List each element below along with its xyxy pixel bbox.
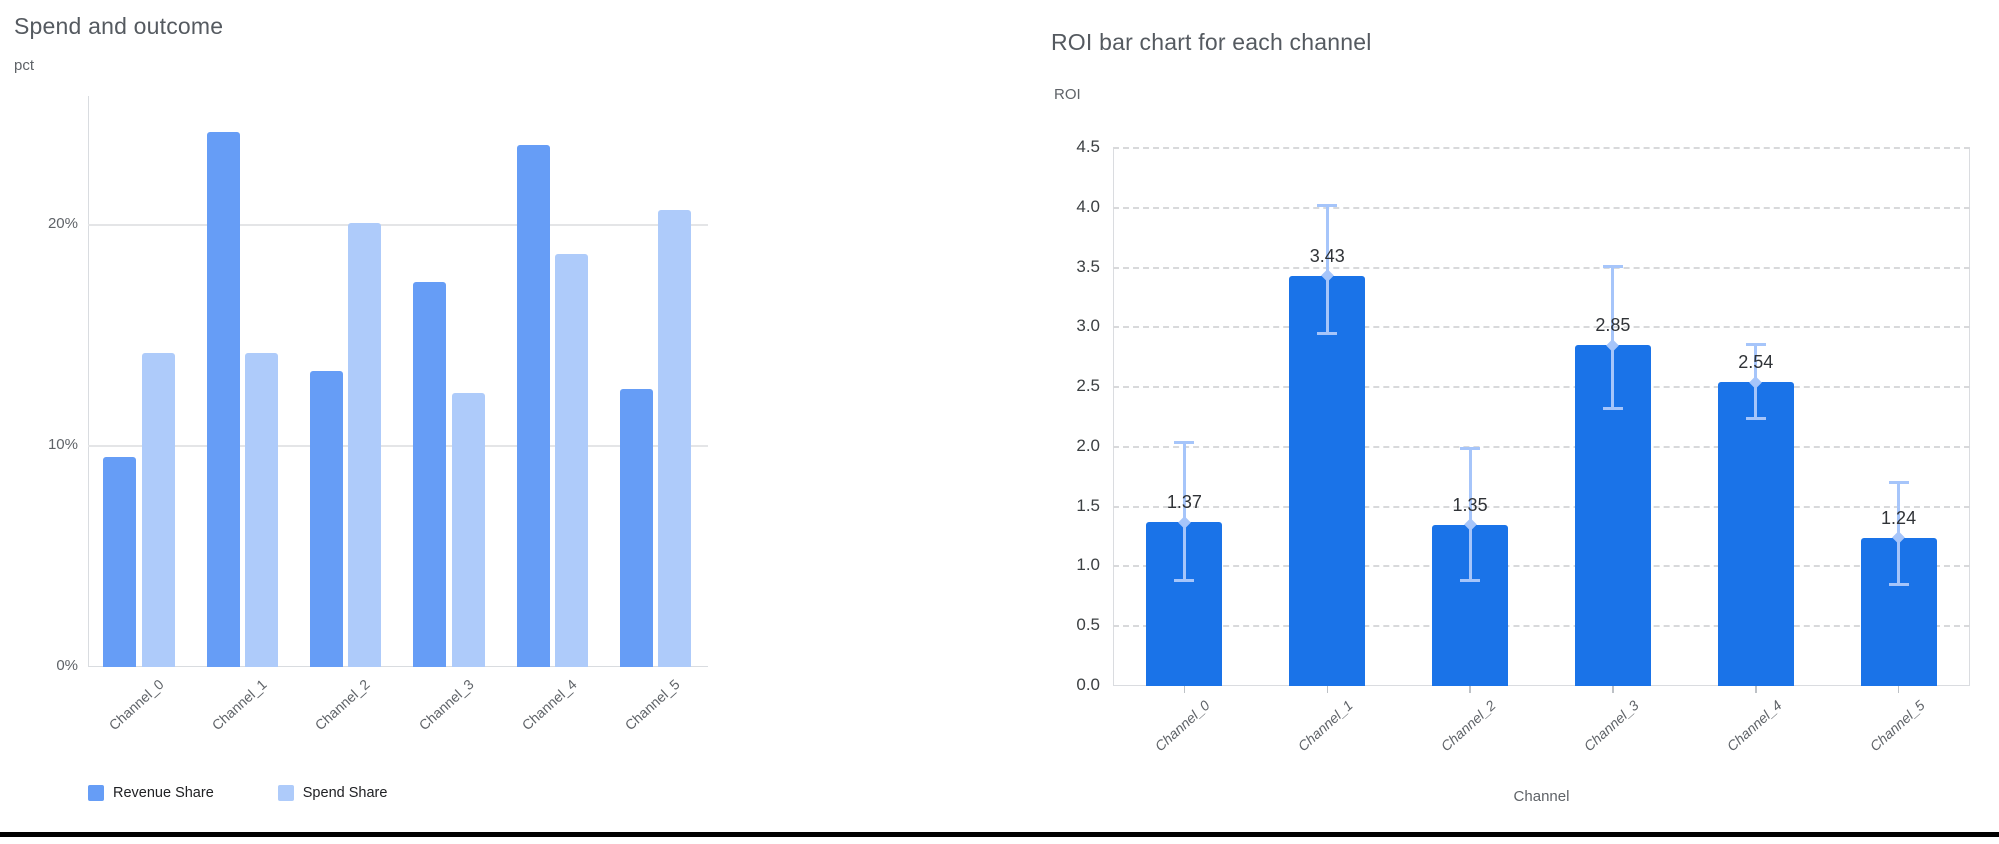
bar-value-label: 1.24 <box>1881 507 1917 528</box>
grid-line <box>1113 266 1970 269</box>
axis-tick <box>1326 686 1328 693</box>
grid-line <box>88 224 708 226</box>
error-bar-cap <box>1745 416 1766 420</box>
roi-bar[interactable] <box>1717 382 1794 686</box>
y-tick-label: 2.0 <box>1076 435 1100 455</box>
error-bar-cap <box>1174 440 1195 444</box>
y-tick-label: 0.0 <box>1076 675 1100 694</box>
bar-revenue-share[interactable] <box>619 388 653 667</box>
x-category-label: Channel_4 <box>1625 697 1786 844</box>
axis-tick <box>1183 686 1186 693</box>
y-tick-label: 4.5 <box>1076 137 1100 156</box>
error-bar-cap <box>1745 342 1766 346</box>
y-tick-label: 3.5 <box>1076 256 1100 276</box>
plot-area <box>1113 148 1970 686</box>
y-axis-unit-label: ROI <box>1054 86 1081 103</box>
grid-line <box>1113 625 1970 628</box>
x-category-label: Channel_2 <box>1339 697 1500 844</box>
grid-line <box>1113 147 1970 149</box>
grid-line <box>88 445 708 447</box>
y-tick-label: 0% <box>56 657 78 674</box>
x-category-label-text: Channel_5 <box>1866 697 1928 755</box>
x-category-label-text: Channel_3 <box>1580 697 1642 755</box>
legend-item[interactable]: Revenue Share <box>88 785 214 801</box>
legend-swatch <box>277 785 294 801</box>
bar-spend-share[interactable] <box>245 353 278 667</box>
error-bar-cap <box>1317 203 1338 207</box>
x-category-label-text: Channel_2 <box>1437 697 1499 755</box>
bar-spend-share[interactable] <box>141 353 175 667</box>
grid-line <box>1113 565 1970 568</box>
error-bar <box>1325 205 1329 334</box>
axis-tick <box>1897 686 1900 693</box>
error-bar-cap <box>1888 582 1909 586</box>
bar-spend-share[interactable] <box>451 392 485 667</box>
chart-title: Spend and outcome <box>14 13 224 39</box>
axis-tick <box>1469 686 1471 693</box>
axis-tick <box>1612 686 1614 693</box>
y-tick-label: 3.0 <box>1076 316 1100 336</box>
bar-value-label: 2.85 <box>1595 315 1631 336</box>
bar-spend-share[interactable] <box>658 209 692 667</box>
grid-line <box>1113 326 1970 329</box>
roi-bar[interactable] <box>1289 275 1366 686</box>
grid-line <box>1113 386 1970 389</box>
chart-title: ROI bar chart for each channel <box>1051 29 1372 55</box>
x-category-label: Channel_0 <box>1054 697 1215 844</box>
x-category-label-text: Channel_1 <box>1294 697 1356 755</box>
bar-value-label: 3.43 <box>1309 245 1345 266</box>
bar-revenue-share[interactable] <box>516 145 550 667</box>
window-bottom-border <box>0 832 1999 837</box>
grid-line <box>1113 206 1970 209</box>
bar-value-label: 1.37 <box>1166 492 1202 513</box>
x-category-label-text: Channel_0 <box>1152 697 1214 755</box>
grid-line <box>1113 445 1970 448</box>
y-tick-label: 4.0 <box>1076 196 1100 216</box>
legend-item[interactable]: Spend Share <box>277 785 388 801</box>
bar-revenue-share[interactable] <box>413 282 447 667</box>
legend: Revenue Share Spend Share <box>88 785 387 801</box>
axis-tick <box>1755 686 1757 693</box>
error-bar-cap <box>1460 446 1481 450</box>
error-bar-cap <box>1602 407 1623 411</box>
bar-spend-share[interactable] <box>348 222 382 667</box>
legend-swatch <box>88 785 104 801</box>
y-tick-label: 0.5 <box>1076 615 1100 635</box>
error-bar-cap <box>1174 579 1195 583</box>
error-bar-cap <box>1460 579 1481 583</box>
y-tick-label: 10% <box>47 436 78 453</box>
x-category-label: Channel_1 <box>1197 697 1358 844</box>
error-bar <box>1468 448 1472 581</box>
y-tick-label: 2.5 <box>1076 376 1100 396</box>
bar-value-label: 1.35 <box>1452 494 1488 515</box>
error-bar-cap <box>1888 481 1909 485</box>
y-tick-label: 20% <box>47 215 78 232</box>
x-category-label: Channel_5 <box>1768 697 1929 844</box>
bar-revenue-share[interactable] <box>103 457 137 667</box>
error-bar-cap <box>1602 264 1623 268</box>
bar-revenue-share[interactable] <box>309 370 343 667</box>
bar-value-label: 2.54 <box>1738 352 1774 373</box>
bar-revenue-share[interactable] <box>206 132 240 667</box>
x-category-label-text: Channel_4 <box>1723 697 1785 755</box>
error-bar <box>1182 442 1186 581</box>
y-tick-label: 1.5 <box>1076 495 1100 515</box>
y-tick-label: 1.0 <box>1076 555 1100 575</box>
bar-spend-share[interactable] <box>555 253 588 667</box>
grid-line <box>1113 505 1970 508</box>
plot-area <box>88 96 708 667</box>
y-axis-unit-label: pct <box>14 57 35 74</box>
x-category-label: Channel_3 <box>1482 697 1643 844</box>
error-bar-cap <box>1317 331 1338 335</box>
legend-label: Spend Share <box>302 785 388 801</box>
error-bar <box>1611 266 1615 409</box>
legend-label: Revenue Share <box>113 785 214 801</box>
x-axis-title: Channel <box>1513 788 1570 805</box>
